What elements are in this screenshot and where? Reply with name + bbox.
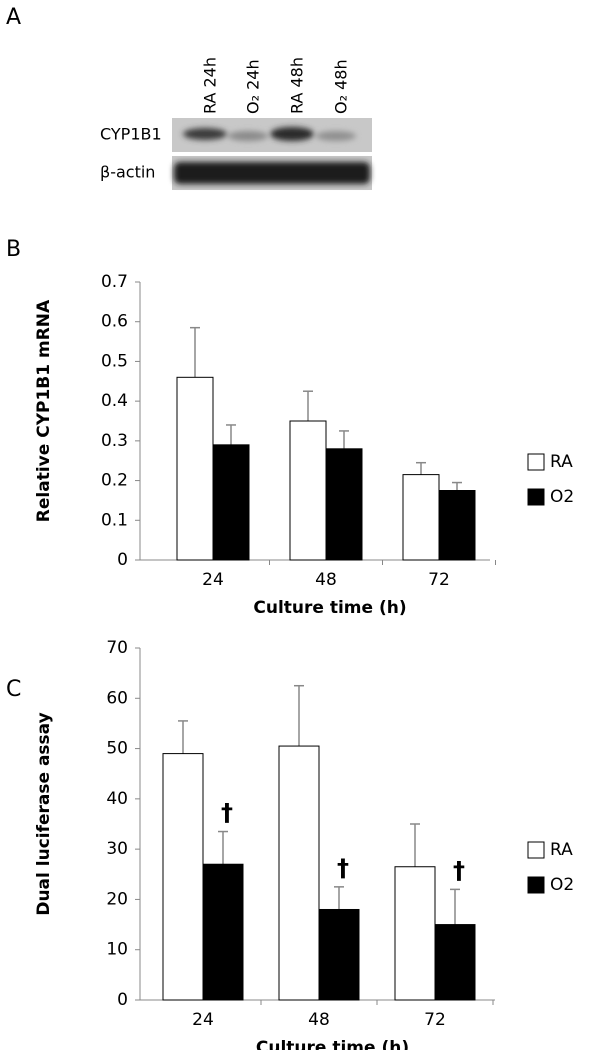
- legend-swatch: [527, 453, 545, 471]
- blot-row-label: β-actin: [100, 163, 155, 182]
- y-tick-label: 0.6: [101, 312, 128, 332]
- y-tick-label: 0.1: [101, 510, 128, 530]
- x-axis-title: Culture time (h): [253, 598, 406, 618]
- blot: CYP1B1 β-actin RA 24h O₂ 24h RA 48h O₂ 4…: [100, 57, 372, 190]
- x-tick-label: 24: [192, 1010, 214, 1030]
- legend-swatch: [527, 841, 545, 859]
- y-tick-label: 40: [106, 789, 128, 809]
- bar: [162, 753, 204, 1001]
- y-axis-title: Dual luciferase assay: [34, 712, 54, 915]
- y-tick-label: 0: [117, 550, 128, 570]
- x-tick-label: 24: [202, 570, 224, 590]
- bar: [278, 745, 320, 1001]
- bar: [318, 908, 360, 1001]
- bar: [212, 444, 250, 561]
- y-tick-label: 0: [117, 990, 128, 1010]
- x-tick-label: 72: [424, 1010, 446, 1030]
- panel-label: C: [6, 677, 21, 702]
- y-tick-label: 0.5: [101, 351, 128, 371]
- legend-label: RA: [550, 840, 573, 860]
- y-tick-label: 70: [106, 638, 128, 658]
- y-tick-label: 0.2: [101, 471, 128, 491]
- blot-lane-label: RA 48h: [288, 57, 307, 114]
- legend-label: RA: [550, 452, 573, 472]
- y-tick-label: 60: [106, 688, 128, 708]
- bar: [402, 474, 440, 561]
- legend-swatch: [527, 488, 545, 506]
- legend-label: O2: [550, 875, 574, 895]
- x-tick-label: 72: [428, 570, 450, 590]
- significance-mark: †: [337, 854, 349, 882]
- blot-lane-label: O₂ 24h: [244, 59, 263, 114]
- x-tick-label: 48: [308, 1010, 330, 1030]
- bar: [289, 420, 327, 561]
- blot-row-label: CYP1B1: [100, 125, 162, 144]
- significance-mark: †: [221, 799, 233, 827]
- bar: [438, 490, 476, 561]
- blot-gap: [172, 152, 372, 156]
- bar: [325, 448, 363, 561]
- bar: [176, 376, 214, 561]
- blot-lane-label: O₂ 48h: [332, 59, 351, 114]
- y-tick-label: 30: [106, 839, 128, 859]
- y-tick-label: 10: [106, 940, 128, 960]
- x-axis-title: Culture time (h): [256, 1038, 409, 1050]
- y-tick-label: 50: [106, 739, 128, 759]
- y-axis-title: Relative CYP1B1 mRNA: [34, 299, 54, 522]
- significance-mark: †: [453, 856, 465, 884]
- bar: [394, 866, 436, 1001]
- panel-label: A: [6, 5, 21, 30]
- legend-label: O2: [550, 487, 574, 507]
- bar: [434, 924, 476, 1001]
- blot-lane-label: RA 24h: [201, 57, 220, 114]
- y-tick-label: 0.3: [101, 431, 128, 451]
- legend-swatch: [527, 876, 545, 894]
- panel-label: B: [6, 237, 21, 262]
- y-tick-label: 0.7: [101, 272, 128, 292]
- bar: [202, 863, 244, 1001]
- x-tick-label: 48: [315, 570, 337, 590]
- bands: [174, 127, 370, 184]
- y-tick-label: 0.4: [101, 391, 128, 411]
- y-tick-label: 20: [106, 889, 128, 909]
